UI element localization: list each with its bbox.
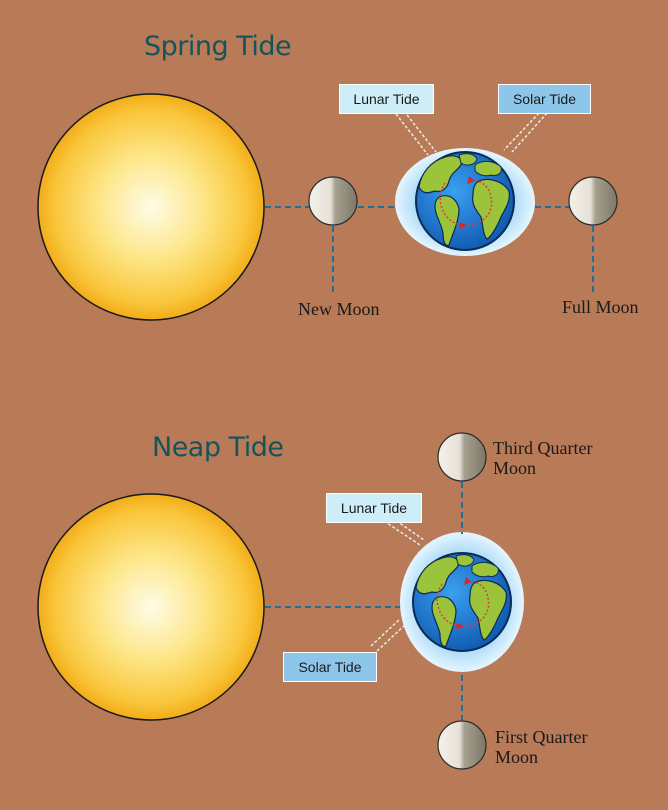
- first-quarter-line2: Moon: [495, 747, 539, 767]
- sun-icon: [37, 493, 265, 721]
- spring-lunar-tide-label: Lunar Tide: [339, 84, 434, 114]
- first-quarter-moon-icon: [437, 720, 487, 770]
- neap-tide-diagram: [37, 432, 524, 770]
- sun-icon: [37, 93, 265, 321]
- solar-tide-pointer: [503, 112, 548, 153]
- third-quarter-moon-label: Third Quarter Moon: [493, 438, 592, 478]
- first-quarter-moon-label: First Quarter Moon: [495, 727, 587, 767]
- solar-tide-pointer: [370, 618, 407, 652]
- earth-icon: [415, 151, 515, 251]
- full-moon-label: Full Moon: [562, 297, 639, 317]
- third-quarter-line2: Moon: [493, 458, 537, 478]
- spring-tide-title: Spring Tide: [144, 31, 292, 62]
- spring-solar-tide-label: Solar Tide: [498, 84, 591, 114]
- full-moon-icon: [568, 176, 618, 226]
- neap-lunar-tide-label: Lunar Tide: [326, 493, 422, 523]
- third-quarter-line1: Third Quarter: [493, 438, 593, 458]
- new-moon-label: New Moon: [298, 299, 380, 319]
- spring-tide-diagram: [37, 93, 618, 321]
- third-quarter-moon-icon: [437, 432, 487, 482]
- neap-solar-tide-label: Solar Tide: [283, 652, 377, 682]
- neap-tide-title: Neap Tide: [152, 432, 284, 463]
- first-quarter-line1: First Quarter: [495, 727, 588, 747]
- new-moon-icon: [308, 176, 358, 226]
- lunar-tide-pointer: [395, 110, 437, 156]
- earth-icon: [412, 552, 512, 652]
